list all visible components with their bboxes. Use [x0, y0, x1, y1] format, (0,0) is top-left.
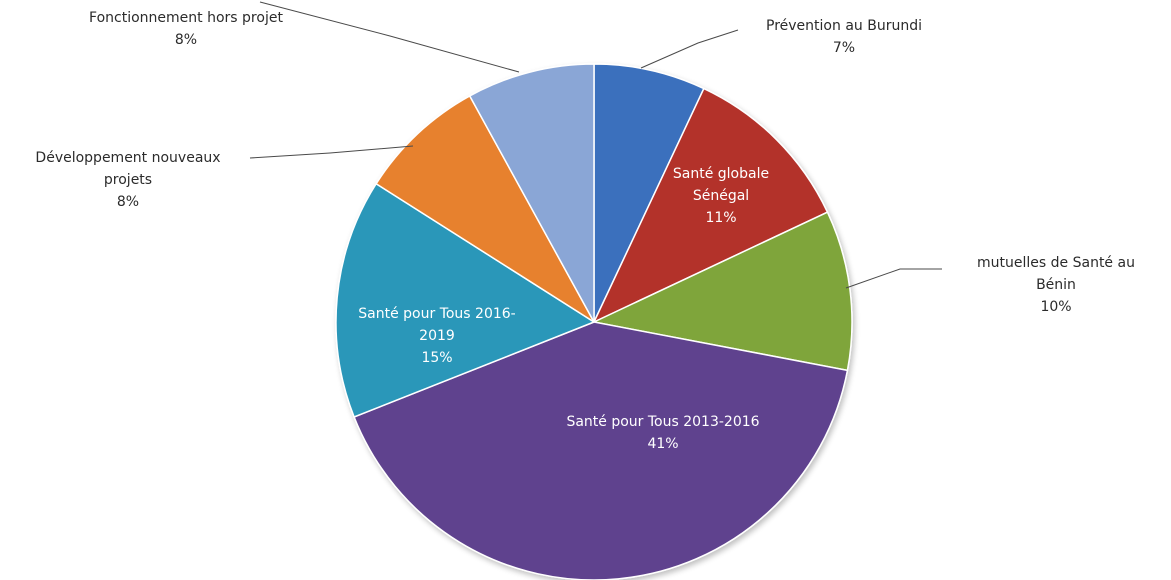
pie-slices — [335, 63, 853, 580]
slice-label-5: Santé pour Tous 2016-2019 15% — [358, 306, 515, 366]
pie-slice-6 — [375, 94, 595, 323]
pie-slice-7 — [468, 63, 595, 323]
pie-slice-3 — [591, 211, 853, 372]
slice-label-4: Santé pour Tous 2013-2016 41% — [566, 414, 759, 452]
leader-line-7 — [259, 1, 520, 73]
slice-label-1: Prévention au Burundi 7% — [766, 18, 922, 56]
slice-labels: Prévention au Burundi 7% Santé globale Séné… — [35, 10, 1135, 452]
pie-slice-4 — [353, 321, 849, 580]
leader-line-3 — [845, 268, 942, 289]
slice-label-2: Santé globale Sénégal 11% — [673, 166, 769, 226]
slice-label-7: Fonctionnement hors projet 8% — [89, 10, 283, 48]
pie-slice-2 — [592, 87, 829, 324]
slice-label-6: Développement nouveaux projets 8% — [35, 150, 220, 210]
pie-slice-1 — [593, 63, 705, 323]
leader-line-6 — [249, 145, 414, 159]
slice-label-3: mutuelles de Santé au Bénin 10% — [977, 255, 1135, 315]
pie-slice-5 — [335, 182, 596, 418]
leader-lines — [249, 1, 942, 289]
leader-line-1 — [640, 29, 739, 69]
